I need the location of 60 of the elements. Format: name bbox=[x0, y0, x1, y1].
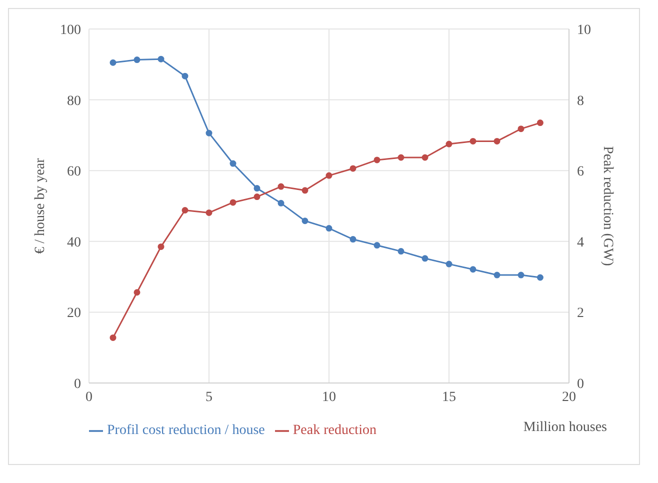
point bbox=[374, 156, 380, 164]
y2-tick-label: 10 bbox=[577, 22, 591, 38]
point bbox=[206, 130, 212, 136]
y-tick-label: 60 bbox=[67, 164, 81, 180]
y-tick-label: 20 bbox=[67, 306, 81, 322]
point bbox=[470, 266, 476, 273]
point bbox=[182, 207, 188, 214]
point bbox=[230, 160, 236, 167]
x-tick-label: 15 bbox=[442, 390, 456, 405]
y2-tick-label: 6 bbox=[577, 164, 584, 180]
point bbox=[278, 183, 284, 190]
y2-tick-label: 2 bbox=[577, 306, 584, 322]
point bbox=[374, 242, 380, 249]
point bbox=[110, 59, 116, 66]
point bbox=[398, 154, 404, 161]
point bbox=[494, 272, 500, 278]
y-axis-title: € / house by year bbox=[32, 158, 48, 254]
point bbox=[230, 199, 236, 206]
point bbox=[134, 289, 140, 296]
y2-tick-label: 8 bbox=[577, 94, 584, 109]
x-tick-label: 10 bbox=[322, 390, 336, 405]
point bbox=[494, 138, 500, 144]
point bbox=[278, 200, 284, 206]
point bbox=[302, 187, 308, 194]
point bbox=[422, 154, 428, 161]
y-tick-label: 80 bbox=[67, 94, 81, 109]
point bbox=[446, 260, 452, 268]
point bbox=[254, 185, 260, 192]
x-tick-label: 5 bbox=[206, 390, 212, 405]
point bbox=[536, 120, 544, 126]
y-tick-label: 100 bbox=[60, 22, 81, 38]
y-tick-label: 0 bbox=[74, 376, 81, 392]
point bbox=[110, 334, 116, 341]
y-tick-label: 40 bbox=[67, 235, 81, 250]
point bbox=[158, 243, 164, 250]
point bbox=[302, 218, 308, 224]
point bbox=[350, 236, 356, 243]
point bbox=[134, 56, 140, 64]
point bbox=[398, 248, 404, 255]
point bbox=[422, 255, 428, 262]
point bbox=[446, 140, 452, 148]
legend-label: Peak reduction bbox=[292, 423, 376, 438]
point bbox=[206, 209, 212, 216]
point bbox=[518, 126, 524, 132]
legend-label: Profil cost reduction / house bbox=[107, 423, 265, 438]
point bbox=[326, 172, 332, 179]
point bbox=[158, 56, 164, 62]
point bbox=[182, 72, 188, 80]
point bbox=[326, 225, 332, 232]
point bbox=[470, 138, 476, 144]
y2-axis-title: Peak reduction (GW) bbox=[600, 146, 616, 266]
x-axis-title: Million houses bbox=[523, 420, 607, 435]
point bbox=[518, 272, 524, 278]
y2-tick-label: 4 bbox=[577, 235, 584, 250]
x-tick-label: 0 bbox=[86, 390, 92, 405]
point bbox=[254, 194, 260, 200]
point bbox=[536, 274, 544, 281]
y2-tick-label: 0 bbox=[577, 376, 584, 392]
point bbox=[350, 165, 356, 172]
x-tick-label: 20 bbox=[562, 390, 576, 405]
